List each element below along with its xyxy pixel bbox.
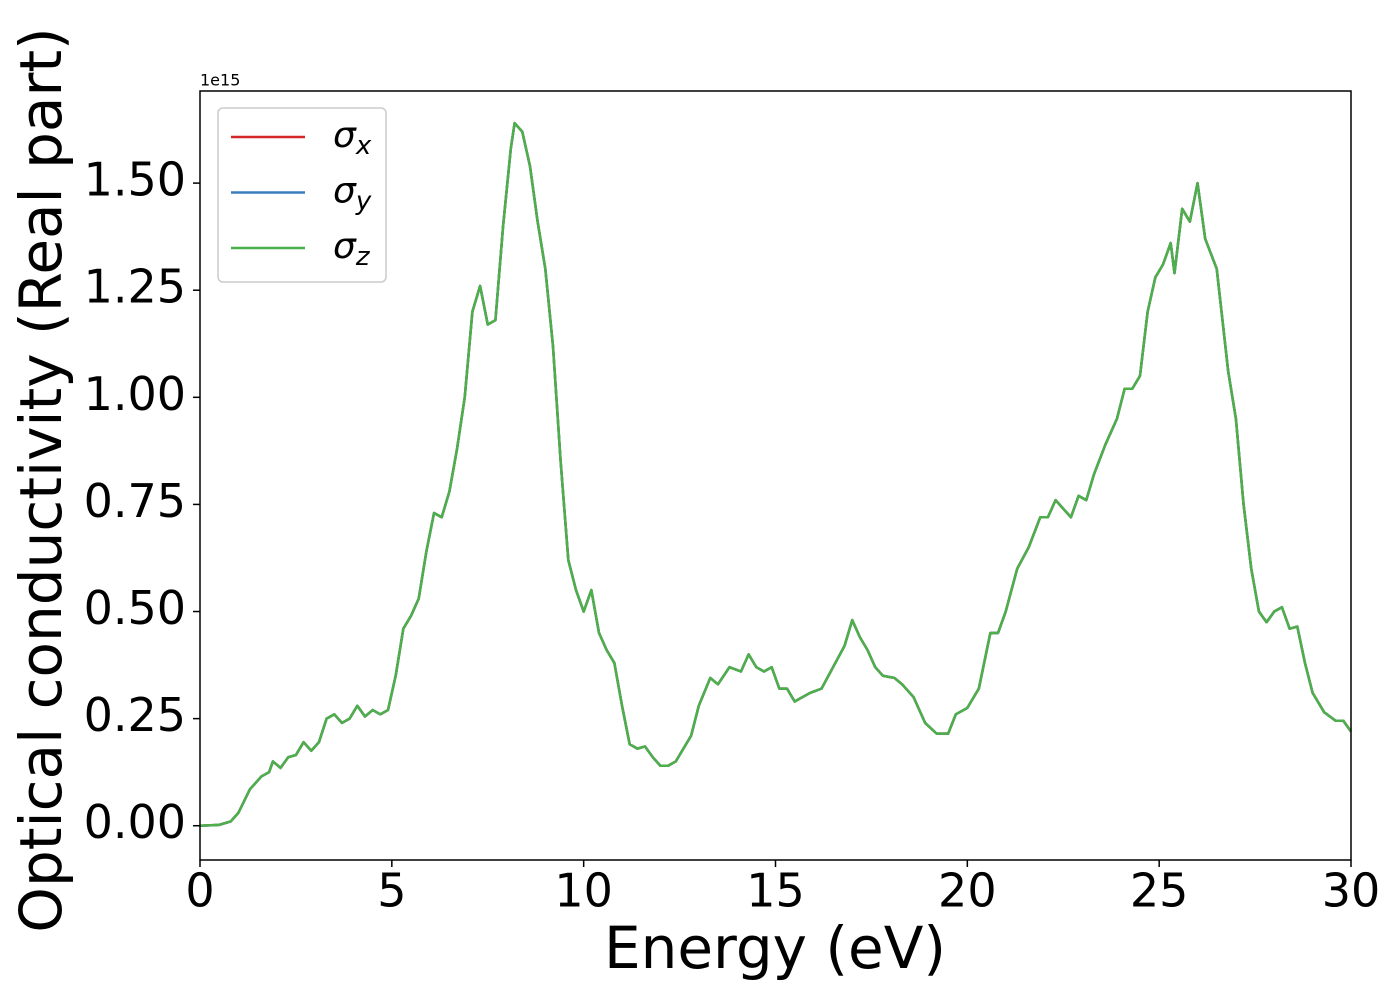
y-tick-label: 0.25 [84,688,186,742]
x-tick-label: 15 [746,864,805,918]
x-axis-label: Energy (eV) [604,914,946,982]
x-tick-label: 10 [554,864,613,918]
y-tick-label: 1.50 [84,153,186,207]
y-tick-label: 1.00 [84,367,186,421]
y-axis-label: Optical conductivity (Real part) [7,27,75,932]
axis-offset: 1e15 [200,71,240,90]
legend-label: σy [333,171,372,217]
x-tick-label: 0 [185,864,214,918]
y-tick-label: 0.00 [84,795,186,849]
legend: σx σy σz [217,107,387,283]
x-tick-label: 25 [1130,864,1189,918]
legend-label: σz [333,226,371,272]
y-tick-label: 1.25 [84,260,186,314]
legend-label: σx [333,115,372,161]
legend-box [217,107,387,283]
plot-frame [199,90,1352,861]
x-tick-label: 5 [377,864,406,918]
x-tick-label: 30 [1322,864,1381,918]
x-tick-label: 20 [938,864,997,918]
series-line [199,121,1353,827]
y-tick-label: 0.75 [84,474,186,528]
y-tick-label: 0.50 [84,581,186,635]
